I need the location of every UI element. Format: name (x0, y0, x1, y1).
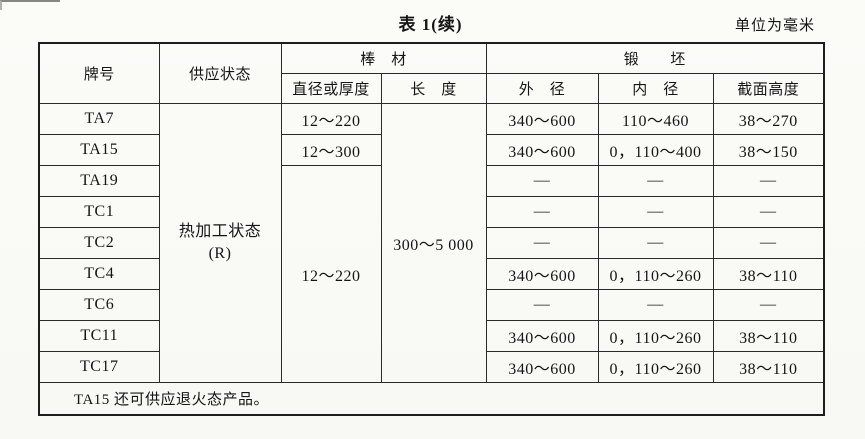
cell-grade: TC11 (38, 319, 160, 352)
cell-supply-state-merged: 热加工状态 (R) (158, 102, 282, 383)
cell-length-merged: 300～5 000 (380, 102, 487, 383)
cell-inner-diameter: 0，110～260 (597, 319, 714, 352)
footnote-text: TA15 还可供应退火态产品。 (38, 381, 825, 416)
cell-section-height: 38～110 (712, 257, 825, 290)
supply-state-text: 热加工状态 (178, 222, 262, 240)
cell-grade: TA15 (38, 133, 160, 166)
cell-outer-diameter: — (485, 195, 599, 228)
cell-grade: TA7 (38, 102, 160, 135)
table-row-tc2: TC2 — — — (38, 226, 825, 259)
table-footnote-row: TA15 还可供应退火态产品。 (38, 381, 825, 416)
header-supply-state: 供应状态 (158, 42, 282, 104)
cell-inner-diameter: 0，110～260 (597, 350, 714, 383)
supply-state-code: (R) (208, 244, 232, 262)
cell-outer-diameter: 340～600 (485, 319, 599, 352)
cell-section-height: — (712, 195, 825, 228)
cell-outer-diameter: 340～600 (485, 257, 599, 290)
cell-diameter-merged: 12～220 (280, 164, 382, 383)
cell-section-height: — (712, 164, 825, 197)
cell-grade: TC1 (38, 195, 160, 228)
cell-grade: TC17 (38, 350, 160, 383)
cell-grade: TC6 (38, 288, 160, 321)
spec-table: 牌号 供应状态 棒 材 锻 坯 直径或厚度 长 度 外 径 内 径 截面高度 T… (38, 42, 826, 416)
cell-grade: TC4 (38, 257, 160, 290)
header-bar-group: 棒 材 (280, 42, 487, 74)
cell-grade: TC2 (38, 226, 160, 259)
unit-note: 单位为毫米 (734, 18, 815, 34)
header-diameter-or-thickness: 直径或厚度 (280, 72, 382, 104)
cell-inner-diameter: 110～460 (597, 102, 714, 135)
cell-section-height: — (712, 226, 825, 259)
scan-artifact (0, 0, 60, 10)
cell-inner-diameter: — (597, 195, 714, 228)
header-row-subcolumns: 直径或厚度 长 度 外 径 内 径 截面高度 (39, 72, 825, 104)
cell-diameter: 12～300 (280, 133, 382, 166)
table-row-ta7: TA7 热加工状态 (R) 12～220 300～5 000 340～600 1… (38, 102, 825, 383)
cell-grade: TA19 (38, 164, 160, 197)
header-outer-diameter: 外 径 (485, 72, 599, 104)
cell-inner-diameter: — (597, 164, 714, 197)
cell-inner-diameter: — (597, 226, 714, 259)
table-row-tc6: TC6 — — — (38, 288, 825, 321)
cell-section-height: — (712, 288, 825, 321)
header-row-groups: 牌号 供应状态 棒 材 锻 坯 (38, 42, 825, 104)
header-grade: 牌号 (38, 42, 160, 104)
cell-outer-diameter: — (485, 288, 599, 321)
table-row-tc1: TC1 — — — (38, 195, 825, 228)
cell-inner-diameter: — (597, 288, 714, 321)
cell-outer-diameter: — (485, 226, 599, 259)
header-inner-diameter: 内 径 (597, 72, 714, 104)
header-forging-group: 锻 坯 (485, 42, 825, 74)
table-row-tc4: TC4 340～600 0，110～260 38～110 (38, 257, 825, 290)
cell-diameter: 12～220 (280, 102, 382, 135)
cell-outer-diameter: 340～600 (485, 102, 599, 135)
cell-outer-diameter: 340～600 (485, 133, 599, 166)
header-length: 长 度 (380, 72, 487, 104)
cell-section-height: 38～110 (712, 350, 825, 383)
cell-section-height: 38～150 (712, 133, 825, 166)
cell-inner-diameter: 0，110～400 (597, 133, 714, 166)
cell-section-height: 38～270 (712, 102, 825, 135)
table-title: 表 1(续) (398, 15, 463, 34)
table-row-ta15: TA15 12～300 340～600 0，110～400 38～150 (38, 133, 825, 166)
cell-outer-diameter: 340～600 (485, 350, 599, 383)
cell-inner-diameter: 0，110～260 (597, 257, 714, 290)
header-section-height: 截面高度 (712, 72, 825, 104)
cell-outer-diameter: — (485, 164, 599, 197)
cell-section-height: 38～110 (712, 319, 825, 352)
table-row-ta19: TA19 12～220 — — — (38, 164, 825, 383)
